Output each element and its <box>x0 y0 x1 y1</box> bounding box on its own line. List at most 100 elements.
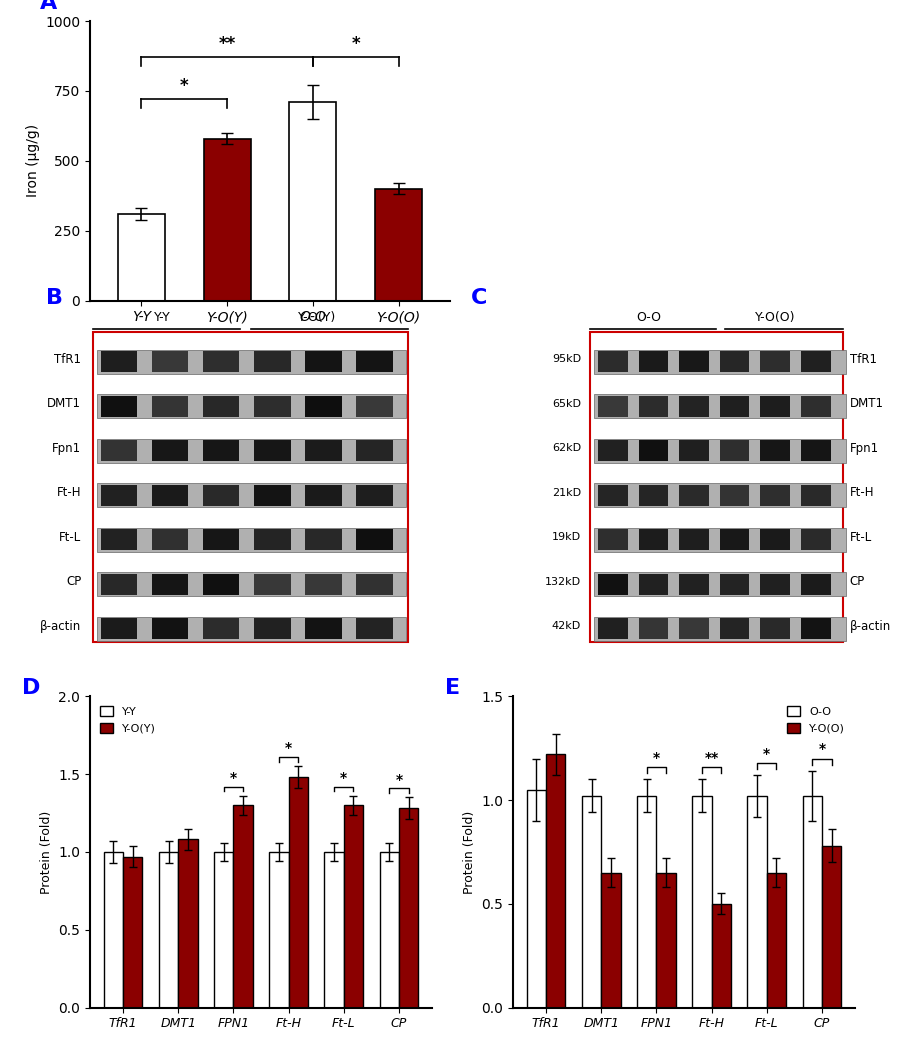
Text: β-actin: β-actin <box>850 619 891 633</box>
Text: Y-Y: Y-Y <box>154 311 171 324</box>
FancyBboxPatch shape <box>598 618 627 639</box>
FancyBboxPatch shape <box>101 574 138 595</box>
FancyBboxPatch shape <box>305 618 342 639</box>
FancyBboxPatch shape <box>720 530 750 550</box>
FancyBboxPatch shape <box>151 484 188 505</box>
Text: 65kD: 65kD <box>552 399 581 408</box>
Bar <box>344 805 363 1008</box>
Text: **: ** <box>219 35 236 53</box>
Text: **: ** <box>705 751 719 765</box>
FancyBboxPatch shape <box>680 440 709 461</box>
FancyBboxPatch shape <box>598 440 627 461</box>
FancyBboxPatch shape <box>356 396 392 417</box>
Text: *: * <box>818 743 825 756</box>
FancyBboxPatch shape <box>594 349 845 373</box>
FancyBboxPatch shape <box>356 484 392 505</box>
FancyBboxPatch shape <box>254 396 291 417</box>
Text: DMT1: DMT1 <box>850 398 884 410</box>
FancyBboxPatch shape <box>801 440 831 461</box>
Bar <box>289 778 308 1008</box>
FancyBboxPatch shape <box>305 530 342 550</box>
FancyBboxPatch shape <box>96 616 406 640</box>
FancyBboxPatch shape <box>101 484 138 505</box>
Y-axis label: Protein (Fold): Protein (Fold) <box>40 810 53 894</box>
Bar <box>104 852 123 1008</box>
FancyBboxPatch shape <box>96 483 406 507</box>
FancyBboxPatch shape <box>720 351 750 372</box>
Text: *: * <box>652 751 660 765</box>
Text: DMT1: DMT1 <box>47 398 81 410</box>
Text: Y-O(O): Y-O(O) <box>755 311 796 324</box>
FancyBboxPatch shape <box>594 572 845 596</box>
FancyBboxPatch shape <box>101 351 138 372</box>
Text: Fpn1: Fpn1 <box>850 442 879 455</box>
FancyBboxPatch shape <box>101 618 138 639</box>
Bar <box>289 102 337 301</box>
Text: 21kD: 21kD <box>552 487 581 498</box>
Bar <box>822 846 842 1008</box>
FancyBboxPatch shape <box>720 618 750 639</box>
FancyBboxPatch shape <box>254 440 291 461</box>
Y-axis label: Protein (Fold): Protein (Fold) <box>463 810 476 894</box>
FancyBboxPatch shape <box>101 530 138 550</box>
FancyBboxPatch shape <box>202 530 239 550</box>
FancyBboxPatch shape <box>202 574 239 595</box>
FancyBboxPatch shape <box>594 395 845 418</box>
FancyBboxPatch shape <box>639 396 669 417</box>
Bar <box>712 904 731 1008</box>
FancyBboxPatch shape <box>760 574 790 595</box>
FancyBboxPatch shape <box>202 618 239 639</box>
FancyBboxPatch shape <box>356 574 392 595</box>
Text: *: * <box>285 742 292 755</box>
FancyBboxPatch shape <box>639 351 669 372</box>
FancyBboxPatch shape <box>96 439 406 463</box>
FancyBboxPatch shape <box>801 396 831 417</box>
FancyBboxPatch shape <box>594 528 845 552</box>
Text: CP: CP <box>850 575 865 589</box>
Bar <box>546 754 565 1008</box>
FancyBboxPatch shape <box>720 440 750 461</box>
FancyBboxPatch shape <box>101 440 138 461</box>
Bar <box>203 138 251 301</box>
FancyBboxPatch shape <box>305 440 342 461</box>
FancyBboxPatch shape <box>356 440 392 461</box>
Bar <box>233 805 253 1008</box>
FancyBboxPatch shape <box>96 349 406 373</box>
Text: Ft-H: Ft-H <box>57 486 81 499</box>
FancyBboxPatch shape <box>801 618 831 639</box>
Text: 62kD: 62kD <box>552 443 581 454</box>
Text: Y-O(Y): Y-O(Y) <box>298 311 337 324</box>
FancyBboxPatch shape <box>254 484 291 505</box>
FancyBboxPatch shape <box>760 440 790 461</box>
FancyBboxPatch shape <box>151 351 188 372</box>
FancyBboxPatch shape <box>801 574 831 595</box>
FancyBboxPatch shape <box>760 351 790 372</box>
Bar <box>118 214 165 301</box>
Text: *: * <box>763 747 770 761</box>
Y-axis label: Iron (μg/g): Iron (μg/g) <box>25 124 40 197</box>
FancyBboxPatch shape <box>680 396 709 417</box>
Bar <box>803 795 822 1008</box>
Text: *: * <box>340 771 347 785</box>
Text: 132kD: 132kD <box>545 577 581 587</box>
FancyBboxPatch shape <box>720 574 750 595</box>
Bar <box>178 840 198 1008</box>
FancyBboxPatch shape <box>96 528 406 552</box>
Text: *: * <box>180 77 189 95</box>
FancyBboxPatch shape <box>101 396 138 417</box>
FancyBboxPatch shape <box>96 395 406 418</box>
FancyBboxPatch shape <box>680 530 709 550</box>
FancyBboxPatch shape <box>202 484 239 505</box>
Bar <box>601 872 621 1008</box>
FancyBboxPatch shape <box>680 574 709 595</box>
FancyBboxPatch shape <box>202 396 239 417</box>
Bar <box>214 852 233 1008</box>
FancyBboxPatch shape <box>639 440 669 461</box>
Bar <box>375 189 422 301</box>
Text: *: * <box>351 35 360 53</box>
FancyBboxPatch shape <box>151 530 188 550</box>
FancyBboxPatch shape <box>639 574 669 595</box>
FancyBboxPatch shape <box>356 618 392 639</box>
FancyBboxPatch shape <box>305 351 342 372</box>
Bar <box>269 852 289 1008</box>
